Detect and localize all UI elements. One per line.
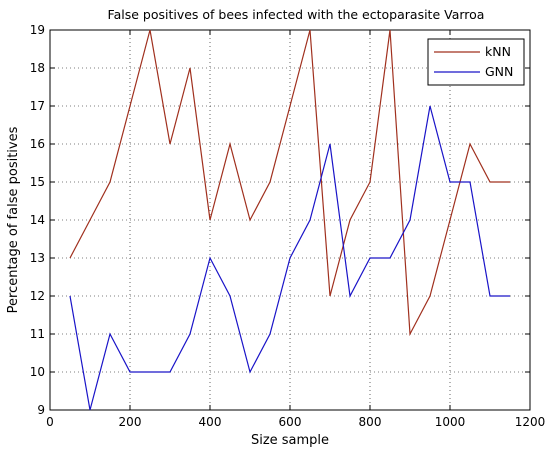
y-tick-label: 16 <box>30 137 45 151</box>
grid <box>50 30 530 410</box>
x-tick-label: 1200 <box>515 415 546 429</box>
x-tick-label: 0 <box>46 415 54 429</box>
legend: kNN GNN <box>427 38 525 86</box>
chart-title: False positives of bees infected with th… <box>108 7 485 22</box>
x-tick-label: 1000 <box>435 415 466 429</box>
y-tick-label: 10 <box>30 365 45 379</box>
y-tick-label: 12 <box>30 289 45 303</box>
x-tick-label: 400 <box>199 415 222 429</box>
y-tick-label: 15 <box>30 175 45 189</box>
y-tick-label: 13 <box>30 251 45 265</box>
y-tick-label: 17 <box>30 99 45 113</box>
x-tick-label: 800 <box>359 415 382 429</box>
y-tick-label: 11 <box>30 327 45 341</box>
x-tick-label: 600 <box>279 415 302 429</box>
y-axis-label: Percentage of false positives <box>6 126 21 313</box>
series-lines <box>69 29 510 411</box>
series-line-knn <box>69 29 510 337</box>
legend-box <box>427 38 525 86</box>
y-tick-label: 9 <box>37 403 45 417</box>
x-tick-label: 200 <box>119 415 142 429</box>
x-axis-label: Size sample <box>251 433 329 448</box>
ticks: 0 200 400 600 800 1000 1200 9 10 11 12 13 14 15 16 17 18… <box>30 23 546 429</box>
legend-label-knn: kNN <box>485 44 511 59</box>
y-tick-label: 19 <box>30 23 45 37</box>
legend-label-gnn: GNN <box>485 64 513 79</box>
y-tick-label: 14 <box>30 213 45 227</box>
series-line-gnn <box>69 105 510 411</box>
y-tick-label: 18 <box>30 61 45 75</box>
